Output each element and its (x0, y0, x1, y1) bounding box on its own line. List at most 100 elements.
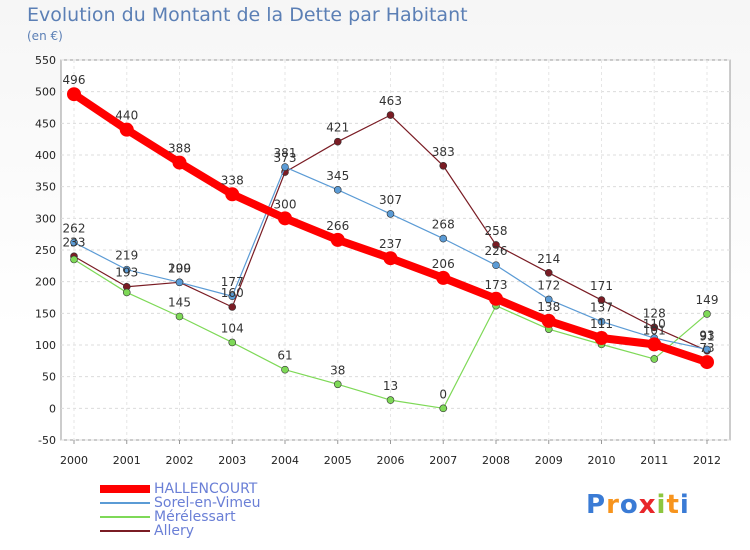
data-label-sorel-en-vimeu: 226 (485, 244, 508, 258)
data-label-hallencourt: 388 (168, 142, 191, 156)
data-point-allery (492, 241, 500, 249)
logo-letter: P (586, 490, 607, 520)
data-label-hallencourt: 496 (63, 73, 86, 87)
legend-item-sorel-en-vimeu: Sorel-en-Vimeu (100, 496, 260, 510)
data-label-sorel-en-vimeu: 268 (432, 218, 455, 232)
legend-item-allery: Allery (100, 524, 260, 538)
x-tick-label: 2005 (324, 454, 352, 467)
x-tick-label: 2003 (218, 454, 246, 467)
y-tick-label: 550 (35, 54, 56, 67)
legend-label: Sorel-en-Vimeu (154, 495, 261, 511)
data-label-allery: 214 (537, 252, 560, 266)
data-point-hallencourt (67, 87, 81, 102)
data-label-hallencourt: 338 (221, 173, 244, 187)
data-label-hallencourt: 237 (379, 237, 402, 251)
data-label-allery: 421 (326, 121, 349, 135)
data-label-sorel-en-vimeu: 110 (643, 317, 666, 331)
data-label-hallencourt: 206 (432, 257, 455, 271)
data-point-m-r-lessart (439, 404, 448, 413)
legend-item-m-r-lessart: Mérélessart (100, 510, 260, 524)
data-label-sorel-en-vimeu: 219 (115, 249, 138, 263)
data-point-hallencourt (119, 122, 134, 137)
data-point-m-r-lessart (650, 355, 659, 363)
legend: HALLENCOURT Sorel-en-Vimeu Mérélessart Alle… (100, 482, 260, 538)
x-tick-label: 2006 (377, 454, 405, 467)
y-tick-label: 400 (35, 149, 56, 162)
data-point-m-r-lessart (175, 312, 184, 321)
data-label-m-r-lessart: 13 (383, 379, 398, 393)
data-label-allery: 233 (63, 235, 86, 249)
data-label-sorel-en-vimeu: 199 (168, 261, 191, 275)
y-tick-label: 0 (49, 402, 56, 415)
y-tick-label: 200 (35, 276, 56, 289)
data-point-sorel-en-vimeu (70, 238, 78, 247)
y-tick-label: 500 (35, 86, 56, 99)
y-tick-label: -50 (38, 434, 56, 447)
data-point-hallencourt (330, 232, 345, 247)
data-label-sorel-en-vimeu: 172 (537, 278, 560, 292)
data-label-hallencourt: 266 (326, 219, 349, 233)
legend-label: Allery (154, 523, 195, 539)
x-tick-label: 2004 (271, 454, 299, 467)
y-tick-label: 350 (35, 181, 56, 194)
data-point-hallencourt (172, 155, 187, 170)
data-point-hallencourt (436, 270, 451, 285)
legend-item-hallencourt: HALLENCOURT (100, 482, 260, 496)
data-label-allery: 200 (168, 261, 191, 275)
x-tick-label: 2007 (429, 454, 457, 467)
logo-letter: i (656, 490, 667, 520)
x-tick-label: 2009 (535, 454, 563, 467)
x-tick-label: 2011 (640, 454, 668, 467)
chart-title: Evolution du Montant de la Dette par Hab… (27, 4, 468, 26)
data-label-hallencourt: 138 (537, 300, 560, 314)
data-label-sorel-en-vimeu: 93 (699, 328, 714, 342)
data-point-allery (650, 323, 659, 332)
data-label-m-r-lessart: 145 (168, 296, 191, 310)
chart-subtitle: (en €) (27, 29, 63, 43)
data-label-allery: 160 (221, 286, 244, 300)
data-label-allery: 128 (643, 306, 666, 320)
data-point-hallencourt (541, 313, 556, 328)
data-point-sorel-en-vimeu (492, 261, 500, 270)
data-label-sorel-en-vimeu: 177 (221, 275, 244, 289)
data-point-m-r-lessart (122, 288, 131, 297)
data-labels: 233 193 200 160 373 421 463 383 258 214 171 128 91 14… (63, 73, 719, 401)
data-point-sorel-en-vimeu (122, 265, 131, 274)
logo-letter: o (619, 490, 639, 520)
logo-letter: r (606, 490, 620, 520)
series-group (67, 87, 714, 413)
data-label-allery: 258 (485, 224, 508, 238)
data-point-m-r-lessart (703, 310, 711, 318)
data-label-hallencourt: 300 (274, 197, 297, 211)
data-point-hallencourt (225, 187, 240, 202)
data-label-allery: 463 (379, 94, 402, 108)
data-point-sorel-en-vimeu (386, 210, 395, 218)
y-tick-label: 450 (35, 117, 56, 130)
data-point-sorel-en-vimeu (703, 345, 711, 354)
data-label-m-r-lessart: 149 (696, 293, 719, 307)
y-tick-label: 100 (35, 339, 56, 352)
data-label-sorel-en-vimeu: 262 (63, 221, 86, 235)
data-point-allery (333, 137, 342, 146)
data-point-m-r-lessart (333, 380, 342, 389)
legend-swatch (100, 530, 150, 532)
data-point-sorel-en-vimeu (228, 292, 237, 301)
data-label-allery: 91 (699, 330, 714, 344)
data-point-m-r-lessart (386, 396, 395, 404)
x-tick-label: 2012 (693, 454, 721, 467)
data-label-sorel-en-vimeu: 137 (590, 301, 613, 315)
data-label-allery: 193 (115, 266, 138, 280)
data-point-hallencourt (700, 355, 714, 370)
data-label-hallencourt: 111 (590, 317, 613, 331)
data-point-allery (439, 161, 448, 170)
x-tick-label: 2001 (113, 454, 141, 467)
legend-swatch (100, 516, 150, 518)
data-point-m-r-lessart (70, 255, 78, 264)
data-point-allery (386, 111, 395, 119)
data-point-hallencourt (278, 211, 292, 226)
data-label-hallencourt: 101 (643, 323, 666, 337)
x-tick-label: 2000 (60, 454, 88, 467)
